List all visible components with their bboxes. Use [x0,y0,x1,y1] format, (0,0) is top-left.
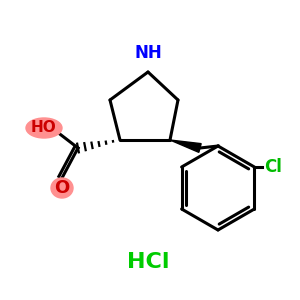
Text: NH: NH [134,44,162,62]
Ellipse shape [51,178,73,198]
Text: HO: HO [31,121,57,136]
Text: O: O [54,179,70,197]
Polygon shape [170,140,201,152]
Text: HCl: HCl [127,252,169,272]
Text: Cl: Cl [264,158,282,176]
Ellipse shape [26,118,62,138]
